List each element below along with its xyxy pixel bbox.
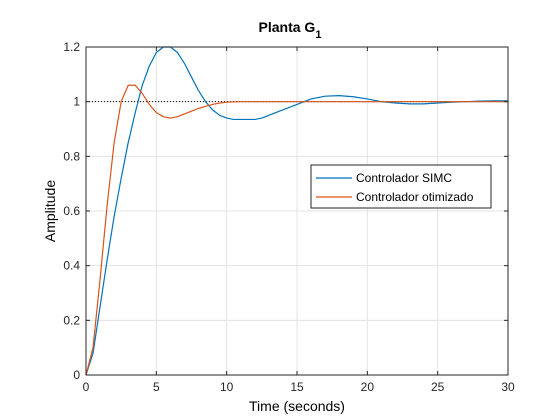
x-tick-label: 30 xyxy=(501,380,515,394)
y-tick-labels: 0 0.2 0.4 0.6 0.8 1 1.2 xyxy=(63,40,80,382)
x-tick-label: 25 xyxy=(431,380,445,394)
x-tick-label: 10 xyxy=(220,380,234,394)
legend-label-otimizado: Controlador otimizado xyxy=(356,190,474,204)
y-tick-label: 0.8 xyxy=(63,149,80,163)
legend-label-simc: Controlador SIMC xyxy=(356,171,452,185)
y-tick-label: 0.6 xyxy=(63,204,80,218)
x-tick-label: 0 xyxy=(83,380,90,394)
x-tick-label: 15 xyxy=(290,380,304,394)
series-line-simc xyxy=(85,46,508,376)
y-tick-label: 1 xyxy=(73,95,80,109)
chart-title-main: Planta G xyxy=(259,19,316,35)
y-tick-label: 0 xyxy=(73,368,80,382)
series-group xyxy=(85,46,508,376)
legend: Controlador SIMC Controlador otimizado xyxy=(310,164,492,209)
ticks xyxy=(85,46,509,376)
x-axis-label: Time (seconds) xyxy=(249,398,345,414)
chart-title-subscript: 1 xyxy=(315,29,321,41)
y-axis-label: Amplitude xyxy=(42,180,58,242)
legend-box xyxy=(310,164,492,209)
chart-title: Planta G1 xyxy=(259,19,322,41)
x-tick-label: 5 xyxy=(153,380,160,394)
x-tick-label: 20 xyxy=(361,380,375,394)
y-tick-label: 0.4 xyxy=(63,259,80,273)
x-tick-labels: 0 5 10 15 20 25 30 xyxy=(83,380,515,394)
series-line-otimizado xyxy=(85,84,508,376)
y-tick-label: 1.2 xyxy=(63,40,80,54)
y-tick-label: 0.2 xyxy=(63,313,80,327)
